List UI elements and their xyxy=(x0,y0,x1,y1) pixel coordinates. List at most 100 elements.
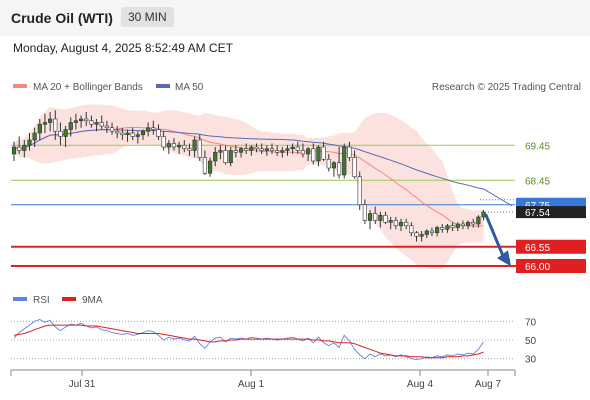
candle-body-5 xyxy=(37,123,42,134)
ma20-legend-label: MA 20 + Bollinger Bands xyxy=(33,82,143,93)
candle-body-70 xyxy=(373,213,378,221)
candle-body-84 xyxy=(445,225,450,230)
candle-body-39 xyxy=(213,151,218,162)
candle-body-36 xyxy=(197,139,202,158)
candle-body-31 xyxy=(171,143,177,148)
support-tag-4 xyxy=(516,239,586,254)
candle-body-88 xyxy=(465,221,471,227)
candle-body-41 xyxy=(223,150,228,164)
candle-body-55 xyxy=(295,146,300,151)
candle-body-51 xyxy=(275,150,280,153)
candle-body-34 xyxy=(187,148,192,151)
candle-body-35 xyxy=(192,139,197,151)
candle-body-77 xyxy=(409,225,414,234)
last-price-label: 67.54 xyxy=(525,208,550,219)
candle-body-58 xyxy=(311,148,316,162)
ma50-line xyxy=(13,129,484,190)
candle-body-26 xyxy=(146,127,151,132)
candle-body-74 xyxy=(393,220,398,227)
candle-body-3 xyxy=(27,139,32,146)
candle-body-22 xyxy=(125,132,130,136)
candle-body-18 xyxy=(104,125,109,129)
candle-body-81 xyxy=(429,230,435,234)
candle-body-85 xyxy=(450,225,455,228)
candle-body-69 xyxy=(367,213,373,221)
candle-body-2 xyxy=(22,144,27,151)
candle-body-45 xyxy=(244,148,249,151)
bollinger-bands xyxy=(14,104,484,270)
rsi-legend: RSI 9MA xyxy=(13,295,103,306)
candle-body-60 xyxy=(321,146,326,160)
candle-body-50 xyxy=(269,148,275,151)
candle-body-62 xyxy=(331,162,337,169)
candle-body-40 xyxy=(218,150,223,153)
candle-body-10 xyxy=(63,129,68,137)
rsi-tick-label-0: 70 xyxy=(525,317,537,328)
candle-body-25 xyxy=(140,130,146,136)
candle-body-82 xyxy=(435,227,440,234)
rsi-legend-swatch xyxy=(13,297,27,301)
rsi-ma-legend-swatch xyxy=(62,297,76,301)
candle-body-64 xyxy=(342,146,347,176)
candle-body-8 xyxy=(53,118,58,132)
candle-body-72 xyxy=(383,214,388,223)
rsi-line xyxy=(13,319,484,361)
candle-body-37 xyxy=(202,157,208,174)
main-legend: MA 20 + Bollinger Bands MA 50 Research ©… xyxy=(13,82,581,93)
rsi-panel: 70 50 30 xyxy=(11,317,537,366)
candle-body-80 xyxy=(424,230,429,235)
forecast-arrow-shaft xyxy=(484,213,506,259)
price-levels xyxy=(11,144,586,267)
candle-body-79 xyxy=(419,234,424,237)
rsi-tick-label-1: 50 xyxy=(525,336,537,347)
candle-body-48 xyxy=(259,148,264,151)
candle-body-17 xyxy=(99,122,104,127)
candle-body-1 xyxy=(17,146,22,151)
candle-body-53 xyxy=(285,148,290,151)
forecast-arrow-head xyxy=(497,250,511,267)
candle-body-42 xyxy=(228,150,233,164)
candle-body-52 xyxy=(280,150,285,153)
support-label-4: 66.55 xyxy=(525,243,550,254)
candle-body-68 xyxy=(362,204,367,221)
candle-body-16 xyxy=(94,122,99,125)
candle-body-89 xyxy=(471,221,476,225)
candle-body-12 xyxy=(73,120,79,123)
ma50-legend-swatch xyxy=(156,84,170,88)
credit-label: Research © 2025 Trading Central xyxy=(432,82,581,93)
support-label-5: 66.00 xyxy=(525,262,550,273)
x-axis-tick-label-1: Aug 1 xyxy=(238,379,265,390)
candle-body-71 xyxy=(378,214,383,221)
chart-header: Crude Oil (WTI) 30 MIN xyxy=(0,0,590,36)
candle-body-65 xyxy=(347,146,352,158)
candle-body-11 xyxy=(68,122,73,130)
ma50-legend-label: MA 50 xyxy=(175,82,204,93)
candle-body-6 xyxy=(42,122,48,125)
candle-body-61 xyxy=(326,158,331,169)
candle-body-86 xyxy=(455,223,460,228)
rsi-ma-legend-label: 9MA xyxy=(82,295,103,306)
candle-body-21 xyxy=(120,132,125,136)
candle-body-90 xyxy=(476,216,481,225)
candle-body-73 xyxy=(388,220,393,223)
candle-body-4 xyxy=(32,132,37,141)
candle-body-30 xyxy=(166,143,171,148)
candle-body-43 xyxy=(233,150,238,153)
support-tag-5 xyxy=(516,259,586,273)
candle-body-56 xyxy=(300,150,306,155)
rsi-ma-line xyxy=(13,324,484,359)
candle-body-27 xyxy=(151,127,156,130)
candle-body-29 xyxy=(161,136,166,148)
candle-body-44 xyxy=(238,148,244,153)
candle-body-13 xyxy=(78,118,84,122)
candle-body-46 xyxy=(249,146,254,151)
chart-datetime: Monday, August 4, 2025 8:52:49 AM CET xyxy=(13,41,233,55)
candle-body-24 xyxy=(135,134,140,137)
candle-body-7 xyxy=(48,118,53,123)
interval-button[interactable]: 30 MIN xyxy=(121,7,174,27)
candle-body-63 xyxy=(336,162,342,176)
x-axis-tick-label-3: Aug 7 xyxy=(475,379,502,390)
x-axis-tick-label-0: Jul 31 xyxy=(69,379,96,390)
